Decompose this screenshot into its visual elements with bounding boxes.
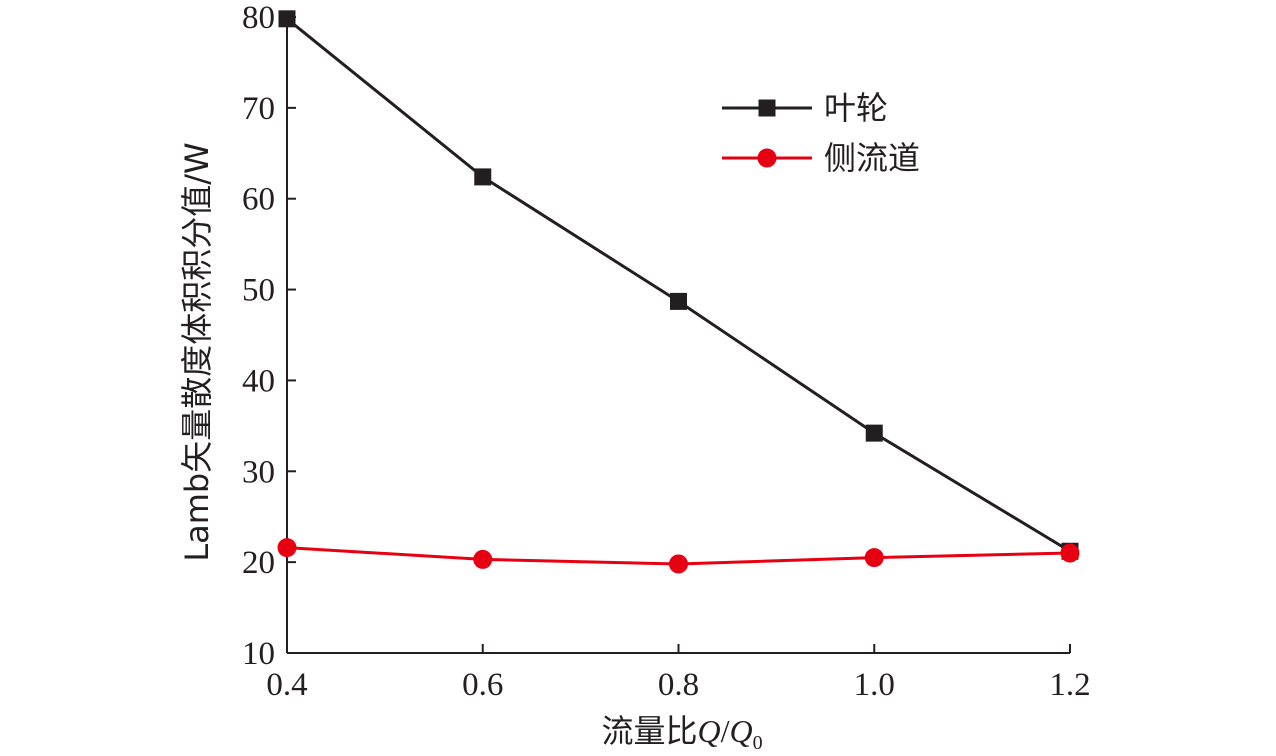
series-2-marker xyxy=(277,538,297,558)
series-2-marker xyxy=(1060,543,1080,563)
x-axis-title-slash: / xyxy=(721,713,730,749)
x-ticks: 0.4 0.6 0.8 1.0 1.2 xyxy=(266,644,1091,703)
x-tick-label: 0.4 xyxy=(266,667,307,703)
y-tick-label: 10 xyxy=(242,636,275,672)
y-tick-label: 60 xyxy=(242,182,275,218)
series-layer xyxy=(277,10,1080,574)
y-tick-label: 20 xyxy=(242,545,275,581)
series-2-marker xyxy=(473,549,493,569)
y-axis-title: Lamb矢量散度体积积分值/W xyxy=(178,142,216,561)
x-axis-title-q: Q xyxy=(697,713,720,749)
legend-marker-1 xyxy=(758,99,776,117)
series-1-marker xyxy=(865,424,883,442)
y-tick-label: 40 xyxy=(242,363,275,399)
legend-label-1: 叶轮 xyxy=(824,89,888,127)
series-2-marker xyxy=(864,548,884,568)
series-line-1 xyxy=(286,17,1071,553)
series-1-marker xyxy=(670,292,687,310)
y-ticks: 10 20 30 40 50 60 70 80 xyxy=(242,0,296,672)
x-axis-title-q0: Q xyxy=(729,713,752,749)
series-1-marker xyxy=(474,168,492,186)
series-1-marker xyxy=(278,10,296,28)
x-tick-label: 0.8 xyxy=(658,667,699,703)
y-tick-label: 50 xyxy=(242,273,275,309)
legend-marker-2 xyxy=(757,148,777,168)
x-axis-title-prefix: 流量比 xyxy=(601,712,697,750)
x-tick-label: 0.6 xyxy=(462,667,503,703)
x-tick-label: 1.0 xyxy=(854,667,895,703)
x-axis-title: 流量比Q/Q0 xyxy=(601,712,762,754)
x-axis-title-subscript: 0 xyxy=(753,732,763,754)
legend-label-2: 侧流道 xyxy=(824,139,920,177)
y-tick-label: 70 xyxy=(242,91,275,127)
series-2-marker xyxy=(669,554,688,574)
y-tick-label: 80 xyxy=(242,0,275,36)
x-tick-label: 1.2 xyxy=(1049,667,1090,703)
y-tick-label: 30 xyxy=(242,454,275,490)
